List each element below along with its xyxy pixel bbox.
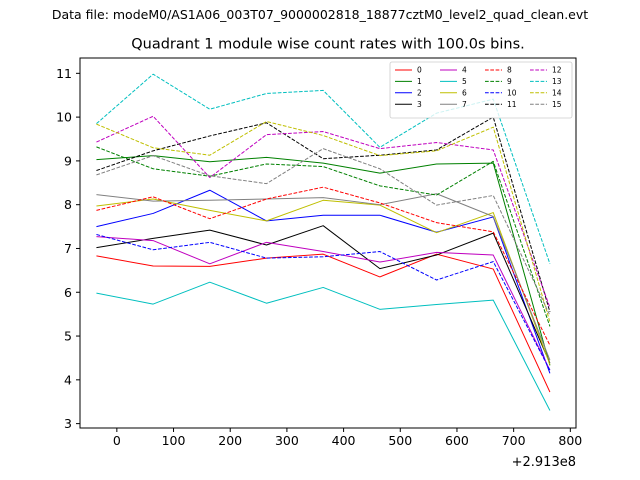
- y-tick-label: 4: [64, 372, 72, 387]
- y-axis: 3 4 5 6 7 8 9 10 11: [56, 66, 80, 431]
- y-tick-label: 6: [64, 285, 72, 300]
- legend-box: [389, 61, 573, 119]
- y-tick-label: 10: [56, 110, 72, 125]
- x-tick-label: 700: [502, 433, 526, 448]
- series-line-10: [96, 233, 551, 371]
- legend-label-2: 2: [417, 88, 422, 97]
- legend-label-10: 10: [507, 88, 517, 97]
- legend-label-0: 0: [417, 66, 422, 75]
- series-line-6: [96, 198, 551, 365]
- legend-label-4: 4: [462, 66, 467, 75]
- y-tick-label: 9: [64, 153, 72, 168]
- y-tick-label: 7: [64, 241, 72, 256]
- x-tick-label: 400: [332, 433, 356, 448]
- legend-label-9: 9: [507, 77, 512, 86]
- legend-label-1: 1: [417, 77, 422, 86]
- x-tick-label: 200: [218, 433, 242, 448]
- series-line-8: [96, 186, 551, 346]
- legend-label-11: 11: [507, 100, 517, 109]
- legend-label-7: 7: [462, 100, 467, 109]
- legend-label-5: 5: [462, 77, 467, 86]
- x-tick-label: 0: [113, 433, 121, 448]
- series-line-12: [96, 115, 551, 308]
- x-offset-label: +2.913e8: [512, 455, 576, 470]
- legend-label-13: 13: [552, 77, 562, 86]
- legend-label-3: 3: [417, 100, 422, 109]
- series-line-9: [96, 146, 551, 327]
- x-tick-label: 500: [388, 433, 412, 448]
- series-line-1: [96, 155, 551, 366]
- series-line-11: [96, 116, 551, 313]
- series-line-5: [96, 281, 551, 411]
- series-line-0: [96, 253, 551, 393]
- x-tick-label: 100: [162, 433, 186, 448]
- y-tick-label: 11: [56, 66, 72, 81]
- series-line-7: [96, 193, 551, 361]
- legend-label-8: 8: [507, 66, 512, 75]
- legend-label-14: 14: [552, 88, 562, 97]
- legend-label-6: 6: [462, 88, 467, 97]
- y-tick-label: 3: [64, 416, 72, 431]
- series-line-4: [96, 236, 551, 371]
- legend-label-12: 12: [552, 66, 562, 75]
- x-tick-label: 600: [445, 433, 469, 448]
- plot-lines: [96, 73, 551, 411]
- x-tick-label: 300: [275, 433, 299, 448]
- series-line-15: [96, 148, 551, 316]
- series-line-14: [96, 120, 551, 323]
- legend-label-15: 15: [552, 100, 562, 109]
- y-tick-label: 8: [64, 197, 72, 212]
- series-line-2: [96, 189, 551, 374]
- chart-title: Quadrant 1 module wise count rates with …: [131, 37, 525, 53]
- x-tick-label: 800: [558, 433, 582, 448]
- x-axis: 0 100 200 300 400 500 600 700 800: [113, 428, 582, 448]
- series-line-3: [96, 225, 551, 364]
- axes-frame: [79, 57, 577, 429]
- y-tick-label: 5: [64, 329, 72, 344]
- figure-suptitle: Data file: modeM0/AS1A06_003T07_90000028…: [52, 7, 588, 22]
